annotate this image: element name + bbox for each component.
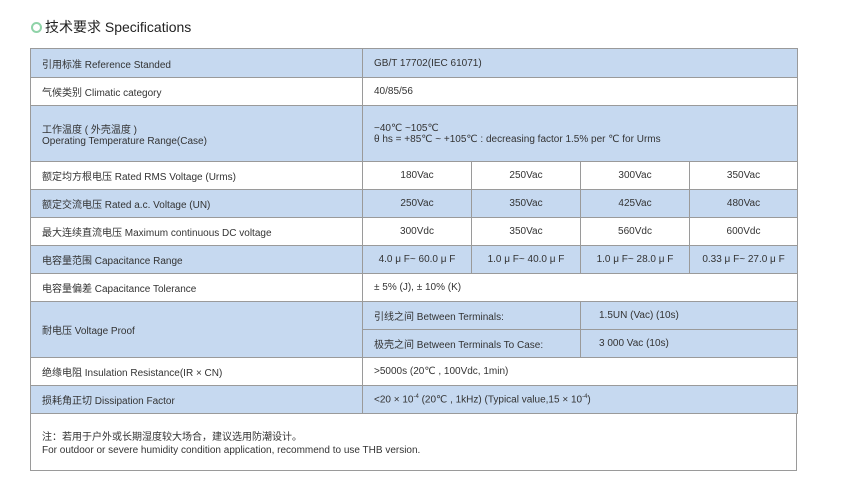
label: 最大连续直流电压 Maximum continuous DC voltage: [30, 217, 363, 246]
row-capacitance-range: 电容量范围 Capacitance Range 4.0 μ F~ 60.0 μ …: [30, 245, 799, 274]
value: 40/85/56: [361, 77, 799, 106]
value: 600Vdc: [688, 217, 799, 246]
value: 560Vdc: [580, 217, 690, 246]
exponent: -4: [413, 393, 419, 400]
label-en: Operating Temperature Range(Case): [42, 135, 207, 147]
value: 480Vac: [688, 189, 799, 218]
value-range: −40℃ ~105℃: [374, 122, 439, 134]
row-temperature: 工作温度 ( 外壳温度 ) Operating Temperature Range…: [30, 105, 799, 162]
value: 0.33 μ F~ 27.0 μ F: [688, 245, 799, 274]
value: 1.0 μ F~ 28.0 μ F: [580, 245, 690, 274]
value: GB/T 17702(IEC 61071): [361, 48, 799, 78]
note-box: 注：若用于户外或长期湿度较大场合，建议选用防潮设计。 For outdoor o…: [30, 413, 797, 471]
value-part: ): [587, 394, 591, 406]
label: 电容量偏差 Capacitance Tolerance: [30, 273, 363, 302]
row-tolerance: 电容量偏差 Capacitance Tolerance ± 5% (J), ± …: [30, 273, 799, 302]
label: 引用标准 Reference Standed: [30, 48, 363, 78]
label: 额定均方根电压 Rated RMS Voltage (Urms): [30, 161, 363, 190]
row-dc: 最大连续直流电压 Maximum continuous DC voltage 3…: [30, 217, 799, 246]
value: >5000s (20℃ , 100Vdc, 1min): [361, 357, 799, 386]
note-en: For outdoor or severe humidity condition…: [42, 445, 421, 456]
title-text: 技术要求 Specifications: [45, 19, 192, 35]
value: 250Vac: [362, 189, 472, 218]
row-dissipation: 损耗角正切 Dissipation Factor <20 × 10-4 (20℃…: [30, 385, 799, 414]
terminals-label: 引线之间 Between Terminals:: [362, 301, 581, 330]
label: 气候类别 Climatic category: [30, 77, 363, 106]
row-climatic: 气候类别 Climatic category 40/85/56: [30, 77, 799, 106]
row-un: 额定交流电压 Rated a.c. Voltage (UN) 250Vac 350…: [30, 189, 799, 218]
value-derating: θ hs = +85℃ ~ +105℃ : decreasing factor …: [374, 133, 661, 145]
note-cn: 注：若用于户外或长期湿度较大场合，建议选用防潮设计。: [42, 432, 302, 443]
row-voltage-proof: 耐电压 Voltage Proof 引线之间 Between Terminals…: [30, 301, 799, 358]
value: 350Vac: [471, 189, 581, 218]
value: 425Vac: [580, 189, 690, 218]
label: 绝缘电阻 Insulation Resistance(IR × CN): [30, 357, 363, 386]
ring-bullet-icon: [31, 21, 42, 33]
row-urms: 额定均方根电压 Rated RMS Voltage (Urms) 180Vac 2…: [30, 161, 799, 190]
value: <20 × 10-4 (20℃ , 1kHz) (Typical value,1…: [361, 385, 799, 414]
value: 300Vac: [580, 161, 690, 190]
label: 额定交流电压 Rated a.c. Voltage (UN): [30, 189, 363, 218]
row-reference: 引用标准 Reference Standed GB/T 17702(IEC 61…: [30, 48, 799, 78]
value: 1.0 μ F~ 40.0 μ F: [471, 245, 581, 274]
value: ± 5% (J), ± 10% (K): [361, 273, 799, 302]
value: 4.0 μ F~ 60.0 μ F: [362, 245, 472, 274]
case-label: 极壳之间 Between Terminals To Case:: [362, 329, 581, 358]
label: 损耗角正切 Dissipation Factor: [30, 385, 363, 414]
label: 电容量范围 Capacitance Range: [30, 245, 363, 274]
label-cn: 工作温度 ( 外壳温度 ): [42, 124, 137, 136]
value: 350Vac: [471, 217, 581, 246]
exponent: -4: [582, 393, 588, 400]
row-voltage-proof-case: 极壳之间 Between Terminals To Case: 3 000 Va…: [31, 329, 799, 358]
value-part: (20℃ , 1kHz) (Typical value,15 × 10: [418, 394, 583, 406]
label: 工作温度 ( 外壳温度 ) Operating Temperature Range…: [30, 105, 363, 162]
value: 350Vac: [688, 161, 799, 190]
row-insulation: 绝缘电阻 Insulation Resistance(IR × CN) >500…: [30, 357, 799, 386]
terminals-value: 1.5UN (Vac) (10s): [579, 301, 799, 330]
value: 300Vdc: [362, 217, 472, 246]
section-title: 技术要求 Specifications: [31, 17, 191, 37]
value: −40℃ ~105℃ θ hs = +85℃ ~ +105℃ : decreasi…: [361, 105, 799, 162]
specifications-table: 引用标准 Reference Standed GB/T 17702(IEC 61…: [30, 48, 799, 414]
label: 耐电压 Voltage Proof: [30, 301, 363, 358]
value: 250Vac: [471, 161, 581, 190]
case-value: 3 000 Vac (10s): [579, 329, 799, 358]
value-part: <20 × 10: [374, 394, 414, 406]
value: 180Vac: [362, 161, 472, 190]
